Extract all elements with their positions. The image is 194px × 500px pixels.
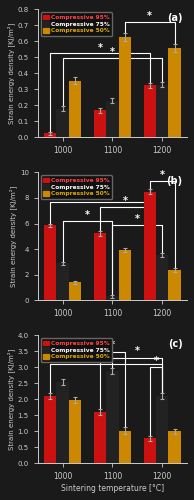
- Bar: [156, 84, 168, 138]
- Y-axis label: Strain energy density [KJ/m²]: Strain energy density [KJ/m²]: [7, 348, 15, 450]
- Bar: [94, 233, 106, 300]
- Bar: [56, 382, 69, 463]
- Text: *: *: [110, 340, 115, 350]
- Bar: [168, 270, 181, 300]
- Text: *: *: [122, 196, 127, 205]
- Bar: [44, 134, 56, 138]
- Text: *: *: [110, 48, 115, 58]
- Bar: [156, 255, 168, 300]
- Text: *: *: [97, 190, 102, 200]
- Bar: [106, 371, 119, 463]
- Text: *: *: [135, 214, 140, 224]
- Bar: [119, 250, 131, 300]
- Bar: [168, 48, 181, 138]
- Bar: [44, 226, 56, 300]
- Bar: [69, 400, 81, 463]
- Bar: [94, 412, 106, 463]
- Bar: [144, 192, 156, 300]
- Bar: [156, 396, 168, 463]
- Bar: [56, 108, 69, 138]
- Text: *: *: [97, 42, 102, 52]
- Text: *: *: [135, 346, 140, 356]
- Bar: [119, 38, 131, 138]
- Text: *: *: [153, 356, 158, 366]
- Legend: Compressive 95%, Compressive 75%, Compressive 50%: Compressive 95%, Compressive 75%, Compre…: [41, 338, 112, 361]
- Y-axis label: Strain energy density [KJ/m²]: Strain energy density [KJ/m²]: [9, 186, 17, 287]
- Legend: Compressive 95%, Compressive 75%, Compressive 50%: Compressive 95%, Compressive 75%, Compre…: [41, 12, 112, 36]
- Text: (b): (b): [166, 176, 183, 186]
- Bar: [106, 100, 119, 138]
- Bar: [56, 263, 69, 300]
- Bar: [168, 432, 181, 463]
- Bar: [119, 430, 131, 463]
- Text: *: *: [160, 170, 165, 180]
- Text: *: *: [85, 210, 90, 220]
- Y-axis label: Strain energy density [KJ/m²]: Strain energy density [KJ/m²]: [7, 22, 15, 124]
- Bar: [69, 80, 81, 138]
- Bar: [106, 296, 119, 300]
- Text: *: *: [147, 12, 152, 22]
- Bar: [69, 282, 81, 300]
- X-axis label: Sintering temperature [°C]: Sintering temperature [°C]: [61, 484, 164, 493]
- Bar: [144, 86, 156, 138]
- Bar: [44, 396, 56, 463]
- Legend: Compressive 95%, Compressive 75%, Compressive 50%: Compressive 95%, Compressive 75%, Compre…: [41, 176, 112, 199]
- Text: (c): (c): [168, 339, 183, 349]
- Text: (a): (a): [167, 14, 183, 24]
- Bar: [94, 110, 106, 138]
- Text: *: *: [104, 352, 109, 362]
- Bar: [144, 438, 156, 463]
